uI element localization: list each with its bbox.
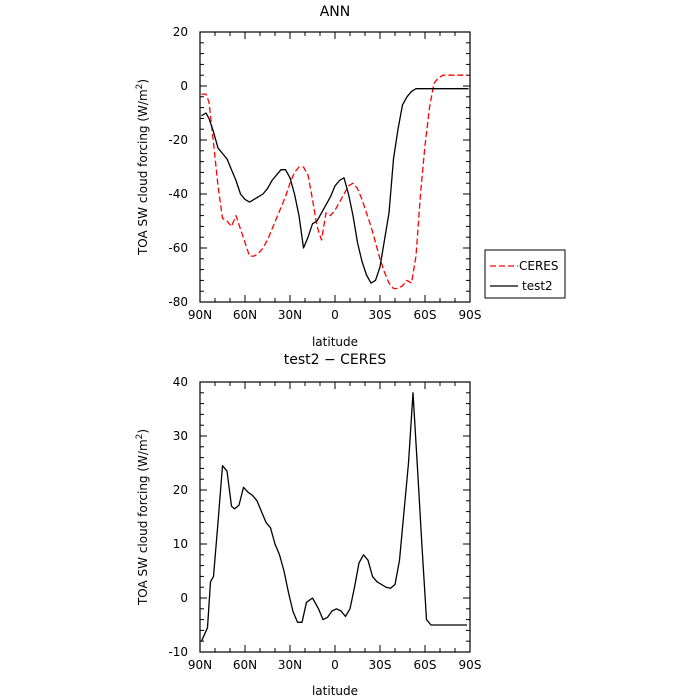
bottom-x-tick-label: 90S	[459, 658, 482, 672]
bottom-y-axis-label-end: )	[136, 429, 150, 434]
bottom-ticks: 90N 60N 30N 0 30S 60S 90S -10 0 10 20 30 40	[168, 375, 481, 672]
bottom-y-tick-label: -10	[168, 645, 188, 659]
top-x-tick-label: 30N	[278, 308, 302, 322]
top-series	[201, 74, 469, 290]
bottom-x-tick-label: 0	[331, 658, 339, 672]
bottom-y-tick-label: 0	[180, 591, 188, 605]
top-y-axis-label-main: TOA SW cloud forcing (W/m	[136, 89, 150, 256]
bottom-y-axis-label: TOA SW cloud forcing (W/m2)	[135, 429, 150, 606]
legend-ceres-label: CERES	[519, 259, 559, 273]
top-x-tick-label: 90N	[188, 308, 212, 322]
top-y-tick-label: -80	[168, 295, 188, 309]
top-panel: ANN 90N 60N 30N 0 30S 60S 90S -80 -60 -40 -20 0 20 l…	[135, 4, 566, 349]
top-ticks: 90N 60N 30N 0 30S 60S 90S -80 -60 -40 -20 0 20	[168, 25, 481, 322]
top-y-tick-label: -60	[168, 241, 188, 255]
bottom-x-tick-label: 60N	[233, 658, 257, 672]
top-y-tick-label: -40	[168, 187, 188, 201]
bottom-y-tick-label: 40	[173, 375, 188, 389]
top-y-tick-label: -20	[168, 133, 188, 147]
top-x-tick-label: 60S	[414, 308, 437, 322]
bottom-plot-frame	[199, 381, 471, 653]
legend-box	[484, 249, 566, 299]
bottom-x-tick-label: 60S	[414, 658, 437, 672]
top-x-tick-label: 60N	[233, 308, 257, 322]
top-x-axis-label: latitude	[312, 335, 358, 349]
top-x-tick-label: 90S	[459, 308, 482, 322]
bottom-x-tick-label: 30S	[369, 658, 392, 672]
top-y-tick-label: 0	[180, 79, 188, 93]
bottom-y-tick-label: 20	[173, 483, 188, 497]
bottom-y-tick-label: 10	[173, 537, 188, 551]
legend: CERES test2	[484, 249, 566, 299]
bottom-series	[200, 392, 467, 642]
legend-test2-label: test2	[522, 279, 553, 293]
top-plot-frame	[199, 31, 471, 303]
bottom-panel: test2 − CERES 90N 60N 30N 0 30S 60S 90S -10 0 10 2…	[135, 352, 481, 698]
top-y-tick-label: 20	[173, 25, 188, 39]
top-series-line-test2	[201, 88, 469, 284]
top-series-line-ceres	[201, 74, 469, 290]
bottom-series-line-diff	[200, 392, 467, 642]
bottom-x-tick-label: 30N	[278, 658, 302, 672]
top-y-axis-label: TOA SW cloud forcing (W/m2)	[135, 79, 150, 256]
top-title: ANN	[320, 4, 351, 20]
bottom-y-axis-label-main: TOA SW cloud forcing (W/m	[136, 439, 150, 606]
top-y-axis-label-end: )	[136, 79, 150, 84]
bottom-y-axis-label-sup: 2	[135, 434, 145, 440]
bottom-y-tick-label: 30	[173, 429, 188, 443]
bottom-x-tick-label: 90N	[188, 658, 212, 672]
bottom-x-axis-label: latitude	[312, 684, 358, 698]
bottom-title: test2 − CERES	[284, 352, 387, 368]
top-y-axis-label-sup: 2	[135, 84, 145, 90]
top-x-tick-label: 30S	[369, 308, 392, 322]
top-x-tick-label: 0	[331, 308, 339, 322]
